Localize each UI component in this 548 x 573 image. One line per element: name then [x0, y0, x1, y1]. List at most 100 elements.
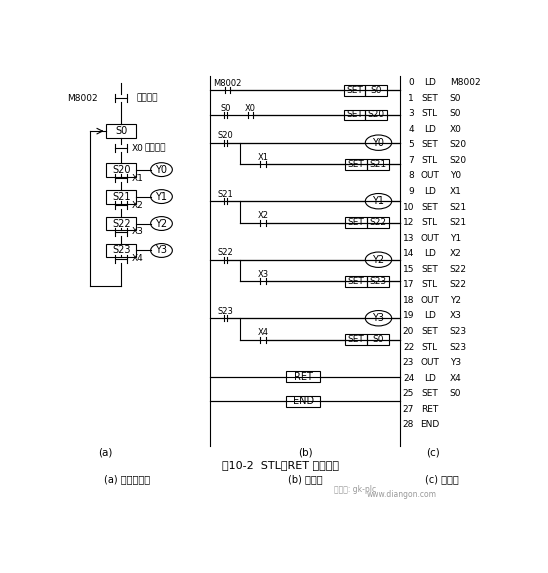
Text: S23: S23 — [218, 307, 234, 316]
Text: 图10-2  STL、RET 指令应用: 图10-2 STL、RET 指令应用 — [222, 460, 339, 470]
Text: X4: X4 — [132, 254, 144, 264]
Text: S21: S21 — [450, 202, 467, 211]
Text: OUT: OUT — [420, 171, 439, 180]
Text: X0: X0 — [450, 125, 461, 134]
Text: SET: SET — [421, 140, 438, 150]
Text: 14: 14 — [403, 249, 414, 258]
Text: 7: 7 — [408, 156, 414, 165]
Bar — [106, 124, 136, 138]
Text: 27: 27 — [403, 405, 414, 414]
Bar — [345, 159, 367, 170]
Text: S20: S20 — [112, 164, 130, 175]
Text: S23: S23 — [450, 343, 467, 352]
Text: STL: STL — [421, 343, 438, 352]
Text: SET: SET — [346, 86, 363, 95]
Text: 初始脉冲: 初始脉冲 — [136, 93, 158, 103]
Text: SET: SET — [421, 202, 438, 211]
Text: X2: X2 — [132, 201, 144, 210]
Bar — [106, 163, 136, 176]
Text: S22: S22 — [218, 248, 233, 257]
Text: 18: 18 — [403, 296, 414, 305]
Text: (c) 语句表: (c) 语句表 — [425, 474, 459, 484]
Text: M8002: M8002 — [450, 78, 481, 87]
Text: 0: 0 — [408, 78, 414, 87]
Text: S20: S20 — [218, 131, 233, 140]
Text: LD: LD — [424, 125, 436, 134]
Text: SET: SET — [421, 389, 438, 398]
Bar — [367, 217, 389, 228]
Bar — [366, 109, 387, 120]
Text: 12: 12 — [403, 218, 414, 227]
Text: S21: S21 — [218, 190, 233, 199]
Text: S23: S23 — [369, 277, 386, 286]
Text: Y3: Y3 — [373, 313, 385, 323]
Text: S22: S22 — [450, 265, 467, 274]
Text: 19: 19 — [403, 312, 414, 320]
Text: LD: LD — [424, 374, 436, 383]
Text: Y3: Y3 — [450, 358, 461, 367]
Text: 13: 13 — [403, 234, 414, 242]
Text: (a): (a) — [99, 447, 113, 457]
Text: 24: 24 — [403, 374, 414, 383]
Text: (b): (b) — [298, 447, 312, 457]
Text: 10: 10 — [403, 202, 414, 211]
Bar — [367, 276, 389, 286]
Text: X4: X4 — [450, 374, 461, 383]
Text: S21: S21 — [369, 160, 386, 168]
Text: (a) 顺序功能图: (a) 顺序功能图 — [104, 474, 150, 484]
Text: S0: S0 — [450, 109, 461, 118]
Text: SET: SET — [421, 327, 438, 336]
Text: M8002: M8002 — [213, 79, 242, 88]
Text: Y1: Y1 — [156, 191, 168, 202]
Text: LD: LD — [424, 187, 436, 196]
Text: SET: SET — [347, 218, 364, 227]
Text: END: END — [420, 421, 439, 429]
Bar — [106, 244, 136, 257]
Text: S0: S0 — [372, 335, 384, 344]
Text: 22: 22 — [403, 343, 414, 352]
Text: S20: S20 — [368, 111, 385, 119]
Text: STL: STL — [421, 156, 438, 165]
Text: S20: S20 — [450, 156, 467, 165]
Bar — [345, 217, 367, 228]
Text: 23: 23 — [403, 358, 414, 367]
Text: Y1: Y1 — [373, 196, 385, 206]
Text: SET: SET — [346, 111, 363, 119]
Text: END: END — [293, 397, 314, 406]
Text: LD: LD — [424, 312, 436, 320]
Text: S0: S0 — [370, 86, 382, 95]
Text: S21: S21 — [450, 218, 467, 227]
Text: S0: S0 — [450, 389, 461, 398]
Text: S21: S21 — [112, 191, 130, 202]
Text: Y3: Y3 — [156, 245, 168, 256]
Text: Y0: Y0 — [450, 171, 461, 180]
Text: LD: LD — [424, 78, 436, 87]
Text: S23: S23 — [112, 245, 130, 256]
Text: 17: 17 — [403, 280, 414, 289]
Text: S20: S20 — [450, 140, 467, 150]
Text: 28: 28 — [403, 421, 414, 429]
Text: STL: STL — [421, 109, 438, 118]
Text: 4: 4 — [408, 125, 414, 134]
Text: Y0: Y0 — [373, 138, 385, 148]
Text: SET: SET — [347, 160, 364, 168]
Text: X2: X2 — [258, 211, 269, 221]
Bar — [366, 85, 387, 96]
Text: 15: 15 — [403, 265, 414, 274]
Text: X3: X3 — [132, 227, 144, 237]
Text: OUT: OUT — [420, 358, 439, 367]
Bar — [367, 159, 389, 170]
Text: 3: 3 — [408, 109, 414, 118]
Text: SET: SET — [421, 93, 438, 103]
Text: X1: X1 — [258, 153, 269, 162]
Text: OUT: OUT — [420, 234, 439, 242]
Text: S23: S23 — [450, 327, 467, 336]
Text: Y2: Y2 — [450, 296, 461, 305]
Bar — [106, 190, 136, 203]
Text: X1: X1 — [450, 187, 461, 196]
Text: S22: S22 — [369, 218, 386, 227]
Text: M8002: M8002 — [67, 93, 98, 103]
Text: S0: S0 — [221, 104, 231, 112]
Text: 微信号: gk-plc: 微信号: gk-plc — [334, 485, 376, 494]
Bar — [344, 85, 366, 96]
